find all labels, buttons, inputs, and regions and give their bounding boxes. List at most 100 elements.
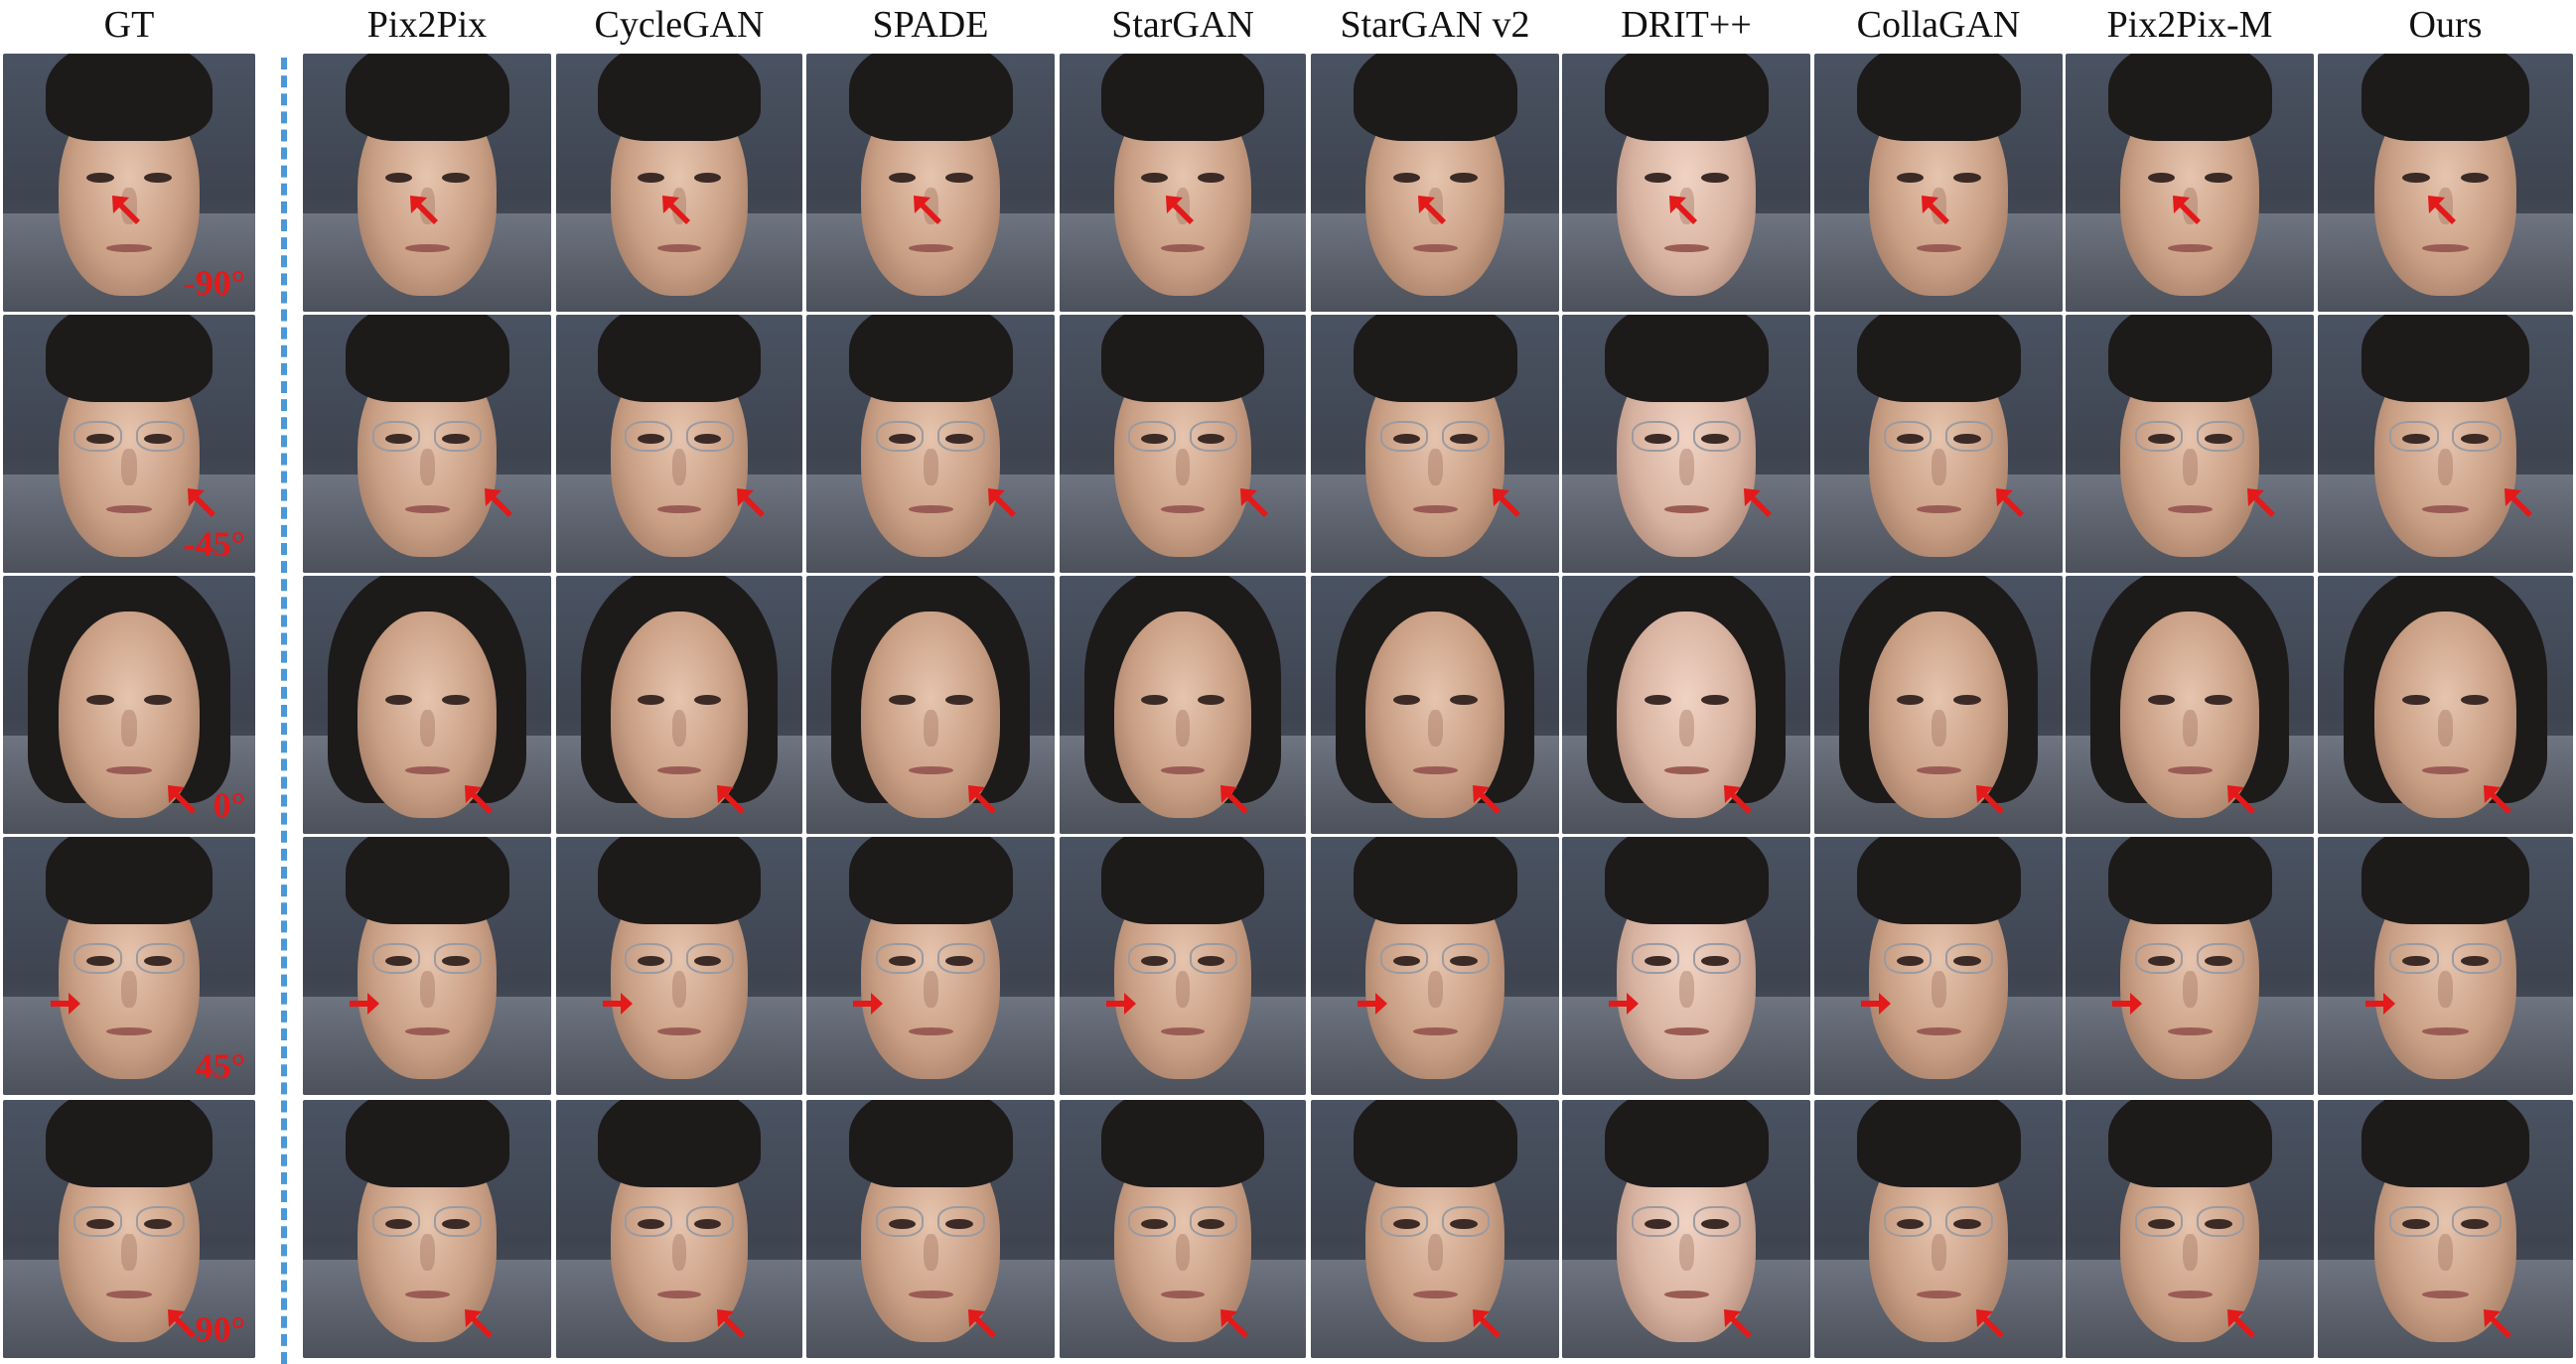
face-image: [1562, 54, 1810, 312]
face-image: [1814, 315, 2063, 573]
eye: [2460, 694, 2490, 705]
eye: [144, 172, 173, 183]
red-arrow-icon: [853, 992, 883, 1015]
column-header: StarGAN v2: [1340, 4, 1530, 46]
eye: [442, 433, 470, 444]
red-arrow-icon: [485, 487, 512, 517]
eye: [1896, 694, 1924, 705]
nose: [121, 1234, 137, 1271]
hair: [1101, 837, 1264, 925]
nose: [2437, 449, 2454, 485]
mouth: [1160, 505, 1206, 514]
eye: [442, 172, 470, 183]
hair: [598, 1100, 761, 1188]
face-image: [1814, 54, 2063, 312]
nose: [1931, 710, 1946, 747]
eye: [442, 955, 470, 966]
hair: [2107, 54, 2272, 142]
hair: [1353, 54, 1517, 142]
eye: [1140, 955, 1169, 966]
eye: [2205, 694, 2232, 705]
eye: [1953, 172, 1981, 183]
red-arrow-icon: [736, 487, 765, 517]
nose: [671, 449, 687, 485]
mouth: [106, 1027, 152, 1036]
mouth: [656, 1027, 702, 1036]
glasses: [876, 1205, 985, 1237]
eye: [1392, 1218, 1420, 1229]
face-image: [1814, 576, 2063, 834]
eye: [384, 694, 412, 705]
eye: [1450, 1218, 1478, 1229]
eye: [637, 1218, 665, 1229]
eye: [1450, 955, 1478, 966]
hair: [1353, 1100, 1517, 1188]
eye: [637, 433, 665, 444]
eye: [1140, 172, 1169, 183]
mouth: [908, 1291, 953, 1299]
glasses: [625, 942, 734, 974]
hair: [2107, 837, 2272, 925]
face-image: -45°: [3, 315, 255, 573]
nose: [2182, 710, 2198, 747]
face-image: [556, 54, 802, 312]
glasses: [2135, 1205, 2244, 1237]
hair: [1856, 837, 2021, 925]
mouth: [656, 505, 702, 514]
pose-angle-label: -90°: [183, 263, 245, 303]
glasses: [1884, 942, 1993, 974]
face-image: [303, 837, 551, 1095]
eye: [1197, 433, 1225, 444]
hair: [1101, 1100, 1264, 1188]
mouth: [908, 766, 953, 775]
column-header: Pix2Pix-M: [2106, 4, 2273, 46]
mouth: [404, 244, 450, 253]
face-image: [2066, 315, 2314, 573]
face-image: [2318, 837, 2573, 1095]
nose: [419, 449, 435, 485]
eye: [144, 694, 173, 705]
eye: [1450, 433, 1478, 444]
face-image: [1311, 576, 1559, 834]
glasses: [73, 942, 185, 974]
hair: [1101, 315, 1264, 403]
nose: [2182, 971, 2198, 1008]
mouth: [2422, 505, 2469, 514]
red-arrow-icon: [968, 1309, 996, 1338]
eye: [1450, 172, 1478, 183]
hair: [848, 54, 1013, 142]
red-arrow-icon: [410, 196, 438, 225]
red-arrow-icon: [111, 196, 140, 225]
face: [358, 612, 497, 819]
face-image: [2066, 54, 2314, 312]
eye: [693, 172, 722, 183]
eye: [888, 433, 916, 444]
face-image: [1060, 315, 1306, 573]
glasses: [2388, 942, 2503, 974]
face-image: [1311, 54, 1559, 312]
mouth: [106, 1291, 152, 1299]
red-arrow-icon: [2427, 196, 2456, 225]
mouth: [656, 766, 702, 775]
column-header: GT: [103, 4, 155, 46]
glasses: [372, 420, 482, 452]
red-arrow-icon: [1418, 196, 1446, 225]
mouth: [404, 505, 450, 514]
glasses: [73, 420, 185, 452]
hair: [345, 315, 509, 403]
mouth: [908, 505, 953, 514]
mouth: [908, 244, 953, 253]
face: [1113, 612, 1252, 819]
nose: [923, 449, 938, 485]
nose: [923, 710, 938, 747]
pose-angle-label: -45°: [183, 524, 245, 564]
face-image: [806, 54, 1055, 312]
nose: [1931, 449, 1946, 485]
eye: [2401, 433, 2431, 444]
glasses: [372, 942, 482, 974]
eye: [2147, 955, 2175, 966]
eye: [2147, 694, 2175, 705]
face-image: -90°: [3, 54, 255, 312]
mouth: [2167, 1291, 2213, 1299]
column-header: StarGAN: [1111, 4, 1254, 46]
